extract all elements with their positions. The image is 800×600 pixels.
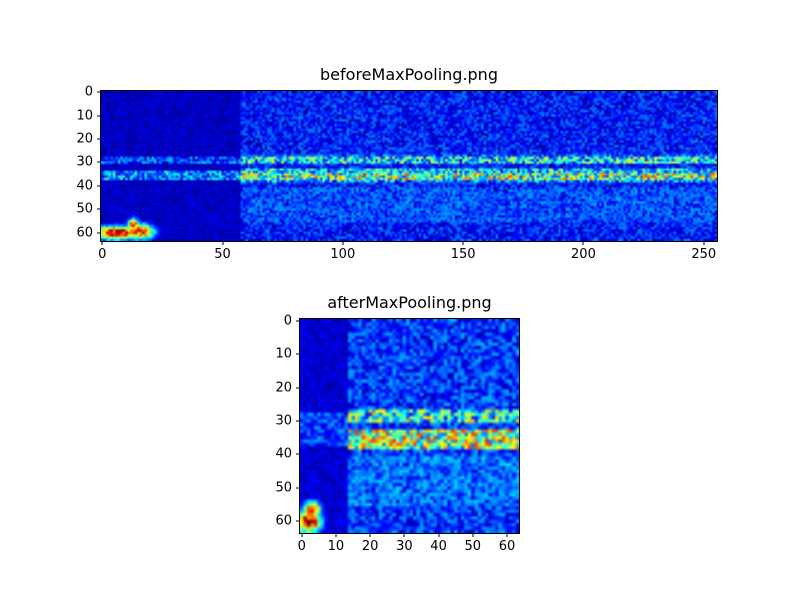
y-tick-mark (97, 161, 101, 163)
y-tick-mark (296, 453, 300, 455)
y-tick-label: 0 (283, 313, 292, 329)
x-tick-mark (335, 533, 337, 537)
x-tick-label: 50 (214, 247, 231, 262)
y-tick-mark (296, 487, 300, 489)
x-tick-mark (462, 241, 464, 245)
y-tick-label: 20 (76, 131, 93, 147)
y-tick-label: 50 (76, 201, 93, 217)
x-tick-label: 20 (361, 539, 379, 554)
y-tick-mark (296, 353, 300, 355)
x-tick-mark (403, 533, 405, 537)
x-tick-label: 40 (430, 539, 447, 554)
y-tick-label: 60 (76, 225, 93, 241)
y-tick-label: 30 (275, 413, 292, 429)
x-tick-label: 50 (464, 539, 482, 554)
y-tick-label: 60 (275, 513, 292, 529)
x-tick-mark (342, 241, 344, 245)
y-tick-label: 10 (76, 108, 93, 124)
y-tick-mark (296, 387, 300, 389)
x-tick-label: 100 (330, 247, 356, 262)
y-tick-mark (296, 520, 300, 522)
plot-title-after: afterMaxPooling.png (327, 293, 492, 312)
y-tick-mark (97, 91, 101, 93)
x-tick-label: 30 (396, 539, 413, 554)
x-tick-mark (222, 241, 224, 245)
plot-title-before: beforeMaxPooling.png (320, 65, 498, 84)
y-tick-mark (296, 320, 300, 322)
x-tick-label: 10 (327, 539, 345, 554)
x-tick-label: 200 (571, 247, 596, 262)
y-tick-mark (296, 420, 300, 422)
y-tick-label: 40 (275, 446, 292, 462)
x-tick-label: 150 (450, 247, 476, 262)
y-tick-mark (97, 232, 101, 234)
y-tick-label: 10 (275, 346, 292, 362)
x-tick-mark (369, 533, 371, 537)
plot-before-maxpooling: beforeMaxPooling.png 0 50 100 150 200 250 0 10 2… (76, 65, 718, 262)
x-tick-label: 0 (98, 247, 107, 262)
x-tick-mark (101, 241, 103, 245)
y-tick-mark (97, 208, 101, 210)
y-tick-mark (97, 115, 101, 117)
y-tick-mark (97, 138, 101, 140)
x-tick-label: 0 (297, 539, 306, 554)
x-tick-label: 250 (691, 247, 717, 262)
y-tick-label: 30 (76, 154, 93, 170)
plot-after-maxpooling: afterMaxPooling.png 0 10 20 30 40 50 60 0 10 20 30… (275, 293, 520, 554)
x-tick-mark (472, 533, 474, 537)
x-tick-label: 60 (498, 539, 516, 554)
y-tick-label: 0 (84, 84, 93, 100)
y-tick-mark (97, 185, 101, 187)
y-tick-label: 20 (275, 380, 292, 396)
y-tick-label: 40 (76, 178, 93, 194)
x-tick-mark (703, 241, 705, 245)
x-tick-mark (506, 533, 508, 537)
heatmap-image-after (300, 319, 519, 533)
heatmap-image-before (101, 91, 717, 241)
x-tick-mark (301, 533, 303, 537)
x-tick-mark (582, 241, 584, 245)
y-tick-label: 50 (275, 480, 292, 496)
x-tick-mark (438, 533, 440, 537)
